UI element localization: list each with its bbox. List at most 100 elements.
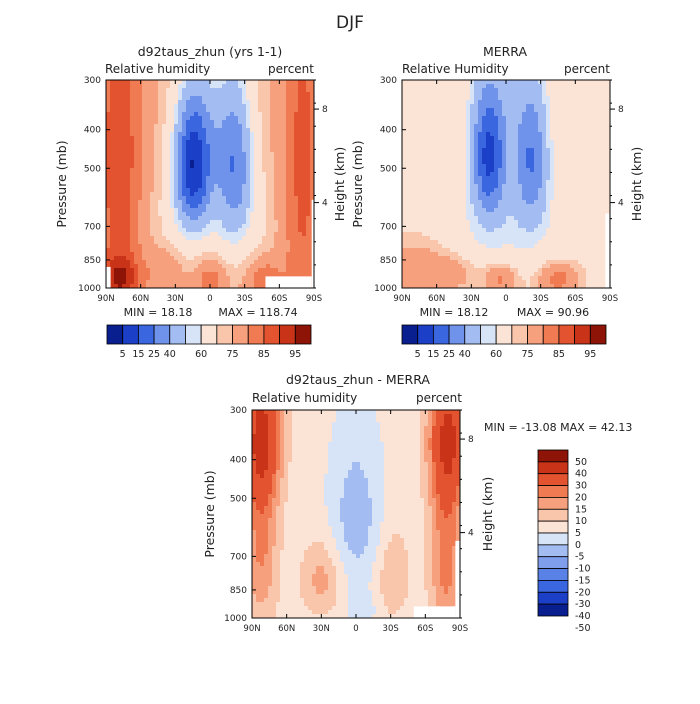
panel-model-cell xyxy=(286,88,291,93)
panel-model-cell xyxy=(306,236,311,241)
panel-model-cell xyxy=(258,208,263,213)
panel-model-cell xyxy=(262,124,267,129)
panel-model-cell xyxy=(178,192,183,197)
panel-model-cell xyxy=(186,228,191,233)
panel-merra-cell xyxy=(598,116,603,121)
panel-merra-cell xyxy=(546,148,551,153)
panel-model-cell xyxy=(274,124,279,129)
panel-model-cell xyxy=(202,264,207,269)
panel-merra-cell xyxy=(438,88,443,93)
panel-model-cell xyxy=(186,140,191,145)
panel-merra-cell xyxy=(602,200,607,205)
panel-model-cell xyxy=(106,232,111,237)
panel-model-cell xyxy=(210,164,215,169)
panel-model-cell xyxy=(194,144,199,149)
panel-model-cell xyxy=(150,88,155,93)
panel-merra-cell xyxy=(586,220,591,225)
panel-merra-cell xyxy=(418,80,423,85)
panel-merra-cell xyxy=(446,204,451,209)
panel-merra-cell xyxy=(522,168,527,173)
panel-merra-cell xyxy=(462,88,467,93)
panel-merra-cell xyxy=(566,192,571,197)
panel-model-cell xyxy=(122,88,127,93)
panel-model-cell xyxy=(158,200,163,205)
panel-model-cell xyxy=(270,144,275,149)
panel-model-cell xyxy=(210,228,215,233)
panel-merra-cell xyxy=(494,248,499,253)
panel-model-cell xyxy=(302,184,307,189)
panel-model-cell xyxy=(226,172,231,177)
panel-merra-cell xyxy=(578,180,583,185)
panel-merra-cell xyxy=(458,112,463,117)
panel-merra-cell xyxy=(550,88,555,93)
panel-merra-cell xyxy=(562,120,567,125)
panel-model-cell xyxy=(306,108,311,113)
panel-model-cell xyxy=(118,180,123,185)
panel-merra-cell xyxy=(470,216,475,221)
panel-merra-cell xyxy=(526,200,531,205)
panel-model-cell xyxy=(146,216,151,221)
panel-merra-cell xyxy=(490,248,495,253)
panel-merra-cell xyxy=(426,136,431,141)
panel-merra-cell xyxy=(578,196,583,201)
panel-model-cell xyxy=(294,232,299,237)
panel-merra-cell xyxy=(482,80,487,85)
panel-merra-cell xyxy=(570,180,575,185)
panel-merra-cell xyxy=(538,216,543,221)
panel-model-cell xyxy=(274,140,279,145)
panel-merra-cell xyxy=(482,216,487,221)
panel-model-cell xyxy=(258,144,263,149)
panel-merra-cell xyxy=(478,188,483,193)
panel-merra-cell xyxy=(490,152,495,157)
panel-model-cell xyxy=(214,132,219,137)
panel-model-cell xyxy=(114,164,119,169)
panel-model-cell xyxy=(142,100,147,105)
panel-merra-cell xyxy=(510,192,515,197)
panel-merra-cell xyxy=(426,144,431,149)
panel-merra-cell xyxy=(410,156,415,161)
panel-model-cell xyxy=(162,108,167,113)
panel-merra-cell xyxy=(534,188,539,193)
panel-merra-cell xyxy=(598,188,603,193)
panel-merra-cell xyxy=(578,160,583,165)
panel-merra-cell xyxy=(434,124,439,129)
panel-model-cell xyxy=(270,136,275,141)
panel-merra-cell xyxy=(582,232,587,237)
panel-merra-cell xyxy=(426,92,431,97)
panel-model-cell xyxy=(242,244,247,249)
panel-merra-cell xyxy=(474,112,479,117)
panel-model-cell xyxy=(250,248,255,253)
panel-merra-cell xyxy=(506,192,511,197)
panel-model-cell xyxy=(182,160,187,165)
panel-model-cell xyxy=(262,192,267,197)
panel-merra-cell xyxy=(566,100,571,105)
panel-model-cell xyxy=(270,120,275,125)
panel-model-cell xyxy=(198,80,203,85)
panel-merra-cell xyxy=(502,148,507,153)
panel-merra-cell xyxy=(562,224,567,229)
panel-model-cell xyxy=(146,172,151,177)
panel-model-cell xyxy=(146,116,151,121)
panel-merra-cell xyxy=(514,104,519,109)
panel-merra-cell xyxy=(566,220,571,225)
panel-merra-cell xyxy=(522,196,527,201)
panel-model-cell xyxy=(302,164,307,169)
panel-merra-cell xyxy=(590,168,595,173)
panel-merra-cell xyxy=(470,232,475,237)
panel-model-cell xyxy=(182,148,187,153)
panel-model-cell xyxy=(130,216,135,221)
panel-model-cell xyxy=(146,188,151,193)
panel-merra-cell xyxy=(498,156,503,161)
panel-model-cell xyxy=(110,84,115,89)
panel-merra-cell xyxy=(546,160,551,165)
panel-model-cell xyxy=(226,224,231,229)
panel-merra-cell xyxy=(490,164,495,169)
panel-merra-cell xyxy=(414,200,419,205)
panel-model-cell xyxy=(294,236,299,241)
panel-merra-cell xyxy=(454,136,459,141)
panel-model-cell xyxy=(202,104,207,109)
panel-model-cell xyxy=(122,180,127,185)
panel-model-cell xyxy=(286,164,291,169)
panel-merra-cell xyxy=(434,164,439,169)
panel-merra-cell xyxy=(546,200,551,205)
